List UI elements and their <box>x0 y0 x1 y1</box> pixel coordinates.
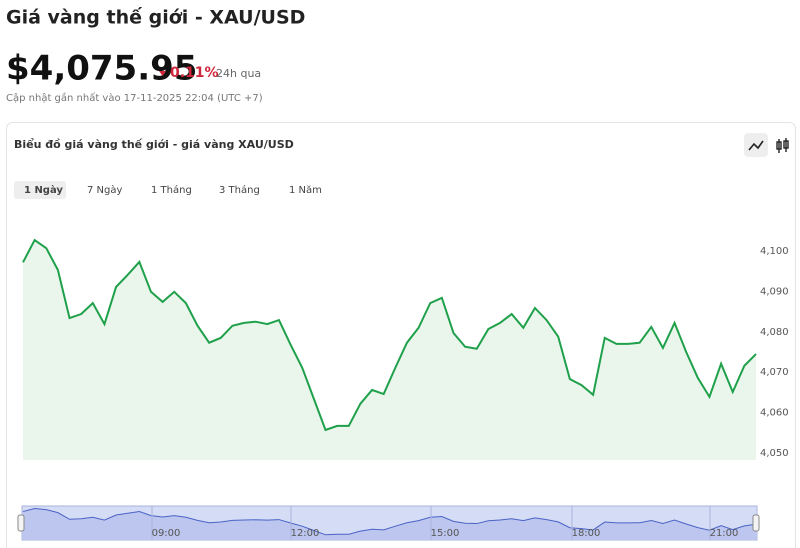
navigator-handle-left[interactable] <box>17 514 25 532</box>
line-icon <box>748 140 764 151</box>
y-tick-label: 4,070 <box>760 367 789 378</box>
navigator-handle-right[interactable] <box>752 514 760 532</box>
navigator-label: 15:00 <box>431 528 460 539</box>
range-tab[interactable]: 3 Tháng <box>219 184 260 196</box>
range-tab[interactable]: 1 Năm <box>289 185 322 196</box>
tab-active-bg <box>14 181 66 199</box>
candle-mode-button[interactable] <box>776 138 789 153</box>
range-tab[interactable]: 1 Tháng <box>151 184 192 196</box>
y-tick-label: 4,080 <box>760 327 789 338</box>
down-arrow <box>159 71 166 76</box>
y-tick-label: 4,050 <box>760 448 789 459</box>
card <box>6 122 796 548</box>
navigator-label: 21:00 <box>710 528 739 539</box>
y-tick-label: 4,100 <box>760 246 789 257</box>
period: 24h qua <box>216 67 261 80</box>
range-tab[interactable]: 7 Ngày <box>87 184 122 196</box>
price-line <box>22 238 757 432</box>
navigator-label: 18:00 <box>572 528 601 539</box>
range-tab[interactable]: 1 Ngày <box>24 184 63 196</box>
change: 0.11% <box>170 65 219 81</box>
navigator-label: 09:00 <box>152 528 181 539</box>
navigator-label: 12:00 <box>291 528 320 539</box>
navigator-line <box>22 507 757 536</box>
y-tick-label: 4,060 <box>760 408 789 419</box>
area-fill <box>23 240 756 460</box>
page-title: Giá vàng thế giới - XAU/USD <box>6 6 305 29</box>
y-tick-label: 4,090 <box>760 286 789 297</box>
chart-title: Biểu đồ giá vàng thế giới - giá vàng XAU… <box>14 138 294 151</box>
price: $4,075.95 <box>6 49 197 89</box>
updated: Cập nhật gần nhất vào 17-11-2025 22:04 (… <box>6 92 263 104</box>
navigator-area <box>23 508 756 540</box>
